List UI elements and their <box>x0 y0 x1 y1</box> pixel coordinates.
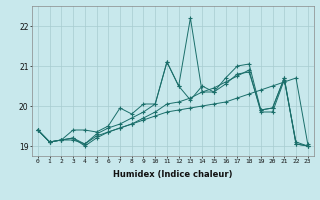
X-axis label: Humidex (Indice chaleur): Humidex (Indice chaleur) <box>113 170 233 179</box>
